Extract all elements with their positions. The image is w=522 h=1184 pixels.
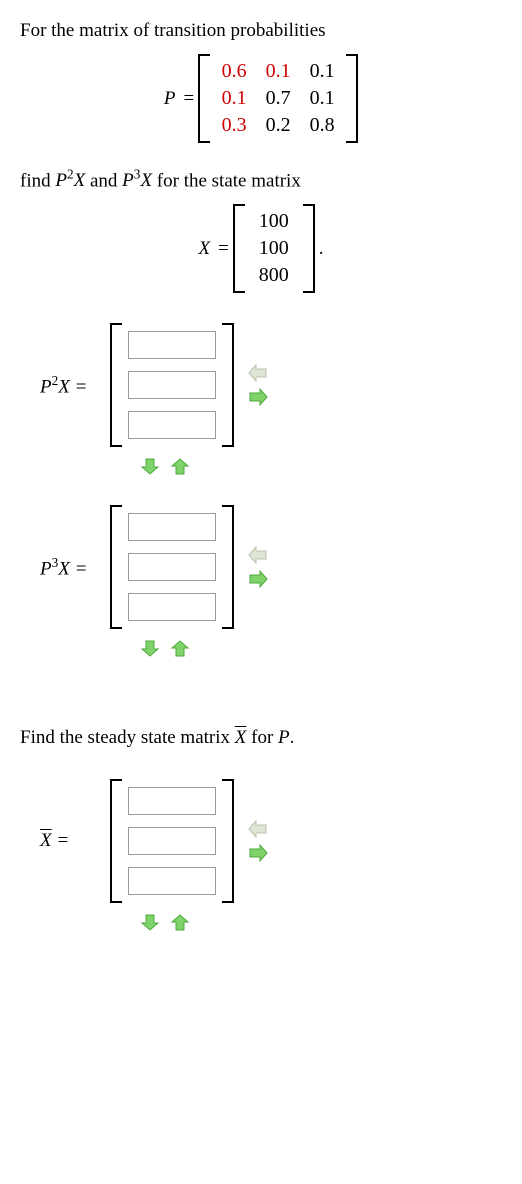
- matrix-P-cell: 0.2: [256, 112, 300, 139]
- matrix-P-cell: 0.1: [300, 58, 344, 85]
- p3x-answer-input-0[interactable]: [128, 513, 216, 541]
- xbar-label: X: [235, 727, 247, 748]
- xbar-answer-add-row-icon[interactable]: [140, 913, 160, 931]
- matrix-P-equation: P = 0.60.10.10.10.70.10.30.20.8: [20, 54, 502, 143]
- p2x-answer-remove-col-icon[interactable]: [248, 364, 268, 382]
- find-text: find P2X and P3X for the state matrix: [20, 167, 502, 192]
- xbar-answer-matrix: [110, 779, 234, 903]
- matrix-P-cell: 0.3: [212, 112, 256, 139]
- xbar-answer-add-col-icon[interactable]: [248, 844, 268, 862]
- matrix-X-cell: 800: [247, 262, 301, 289]
- xbar-answer-remove-row-icon[interactable]: [170, 913, 190, 931]
- matrix-X-cell: 100: [247, 235, 301, 262]
- p3x-answer-remove-col-icon[interactable]: [248, 546, 268, 564]
- xbar-answer-input-2[interactable]: [128, 867, 216, 895]
- p2x-answer-input-1[interactable]: [128, 371, 216, 399]
- intro-text: For the matrix of transition probabiliti…: [20, 20, 502, 42]
- p3x-label: P3X: [122, 170, 152, 191]
- xbar-answer-lhs: X =: [40, 830, 104, 852]
- matrix-P-cell: 0.1: [212, 85, 256, 112]
- xbar-answer-remove-col-icon[interactable]: [248, 820, 268, 838]
- matrix-P-cell: 0.7: [256, 85, 300, 112]
- p3x-answer-input-2[interactable]: [128, 593, 216, 621]
- matrix-P-cell: 0.1: [256, 58, 300, 85]
- p2x-answer-add-row-icon[interactable]: [140, 457, 160, 475]
- p2x-answer-matrix: [110, 323, 234, 447]
- P-label: P: [164, 88, 176, 109]
- matrix-X-cell: 100: [247, 208, 301, 235]
- p3x-answer-remove-row-icon[interactable]: [170, 639, 190, 657]
- matrix-X: 100100800: [233, 204, 315, 293]
- matrix-P: 0.60.10.10.10.70.10.30.20.8: [198, 54, 358, 143]
- p3x-answer-block: P3X =: [40, 505, 502, 629]
- p3x-answer-lhs: P3X =: [40, 555, 104, 580]
- p3x-answer-matrix: [110, 505, 234, 629]
- steady-text: Find the steady state matrix X for P.: [20, 727, 502, 749]
- p2x-answer-input-0[interactable]: [128, 331, 216, 359]
- p3x-answer-add-row-icon[interactable]: [140, 639, 160, 657]
- matrix-X-trailing: .: [319, 238, 324, 260]
- matrix-P-cell: 0.1: [300, 85, 344, 112]
- p2x-answer-lhs: P2X =: [40, 373, 104, 398]
- X-label: X: [198, 238, 210, 259]
- xbar-answer-block: X =: [40, 779, 502, 903]
- p2x-answer-input-2[interactable]: [128, 411, 216, 439]
- matrix-P-cell: 0.6: [212, 58, 256, 85]
- p3x-answer-add-col-icon[interactable]: [248, 570, 268, 588]
- steady-P-label: P: [278, 727, 290, 748]
- matrix-X-equation: X = 100100800 .: [20, 204, 502, 293]
- matrix-P-cell: 0.8: [300, 112, 344, 139]
- p2x-answer-remove-row-icon[interactable]: [170, 457, 190, 475]
- p2x-answer-add-col-icon[interactable]: [248, 388, 268, 406]
- p3x-answer-input-1[interactable]: [128, 553, 216, 581]
- xbar-answer-input-1[interactable]: [128, 827, 216, 855]
- xbar-answer-input-0[interactable]: [128, 787, 216, 815]
- p2x-answer-block: P2X =: [40, 323, 502, 447]
- p2x-label: P2X: [55, 170, 85, 191]
